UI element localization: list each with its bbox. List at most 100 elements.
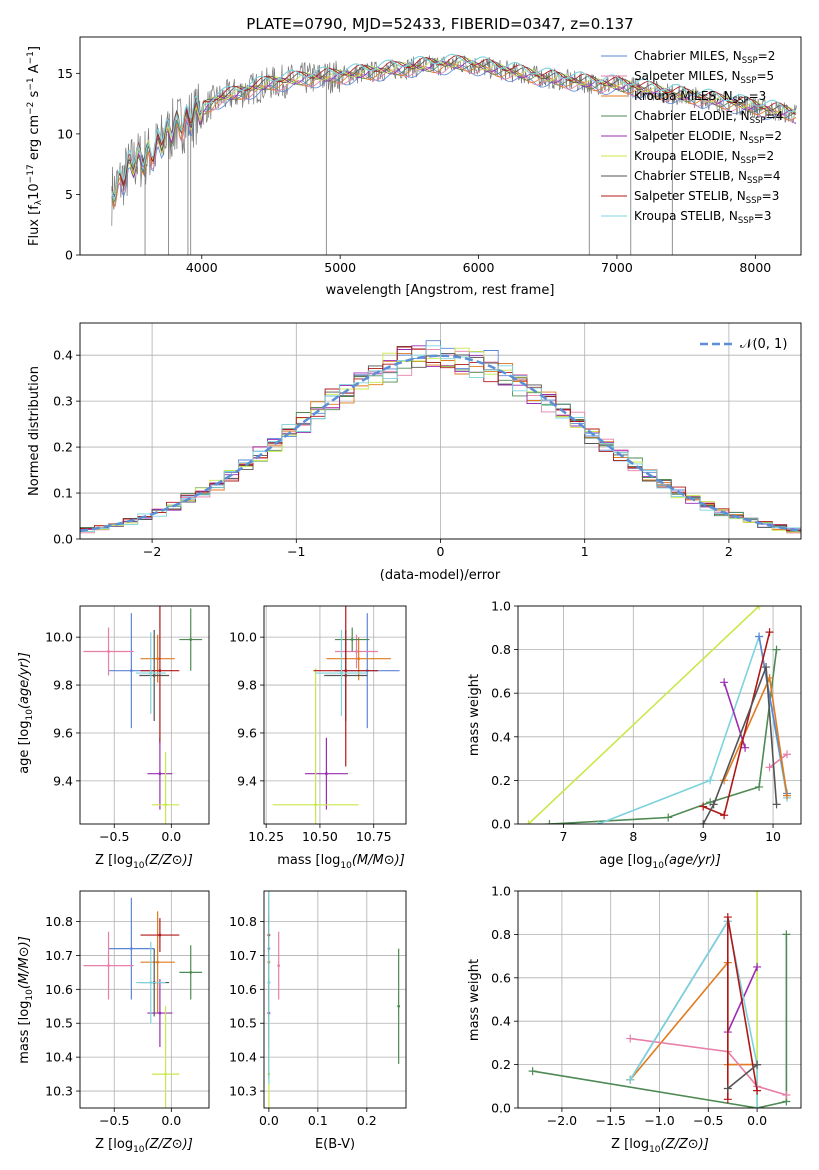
weight-marker bbox=[783, 750, 792, 759]
weight-marker bbox=[753, 1060, 762, 1069]
data-point bbox=[355, 650, 358, 653]
weight-marker bbox=[545, 820, 554, 824]
y-axis-label-part: Flux [f bbox=[27, 205, 42, 246]
legend-label-part: =4 bbox=[763, 169, 781, 183]
y-tick-label: 9.4 bbox=[237, 773, 257, 788]
axis-label-part: (Z/Z⊙)] bbox=[145, 853, 193, 868]
errorbar-kroupa-elodie bbox=[272, 668, 359, 824]
x-tick-label: 7 bbox=[559, 829, 567, 844]
legend-label-part: =5 bbox=[756, 69, 774, 83]
data-point bbox=[156, 960, 160, 964]
y-tick-label: 10 bbox=[57, 126, 73, 141]
data-point bbox=[189, 638, 193, 641]
x-tick-label: −0.5 bbox=[693, 1113, 723, 1128]
weight-marker bbox=[762, 663, 771, 672]
weight-marker bbox=[755, 782, 764, 791]
weight-marker bbox=[699, 802, 708, 811]
legend-label-part: Kroupa MILES, N bbox=[634, 89, 733, 103]
spectrum-model-kroupa-miles bbox=[111, 62, 797, 208]
y-tick-label: 0.8 bbox=[491, 927, 511, 942]
errorbar-kroupa-stelib bbox=[135, 941, 166, 1024]
y-axis-label: mass weight bbox=[467, 959, 482, 1041]
plot-area-mass-vs-Z bbox=[83, 897, 203, 1108]
axis-label-part: mass [log bbox=[17, 1001, 32, 1064]
data-point bbox=[164, 803, 168, 807]
y-tick-label: 10.0 bbox=[229, 630, 257, 645]
data-point bbox=[350, 638, 354, 641]
plot-area-weight-vs-Z bbox=[528, 891, 791, 1108]
axes-frame bbox=[79, 36, 802, 256]
weight-marker bbox=[594, 820, 603, 824]
weight-line-chabrier-stelib bbox=[702, 666, 778, 824]
x-tick-label: 10.75 bbox=[356, 829, 392, 844]
data-point bbox=[267, 981, 271, 984]
y-tick-label: 10.6 bbox=[229, 982, 257, 997]
axis-label-part: mass [log bbox=[277, 853, 340, 868]
x-tick-label: 0.0 bbox=[747, 1113, 767, 1128]
spectrum-model-salpeter-elodie bbox=[111, 60, 797, 199]
y-tick-label: 0.0 bbox=[491, 817, 511, 832]
axis-label-sub: 10 bbox=[133, 861, 145, 871]
axis-label: mass [log10(M/M⊙)] bbox=[17, 936, 35, 1064]
plot-area-spectrum bbox=[111, 53, 798, 255]
y-tick-label: 9.8 bbox=[53, 678, 73, 693]
legend-label-part: Salpeter MILES, N bbox=[634, 69, 741, 83]
errorbar-kroupa-elodie bbox=[151, 1006, 180, 1108]
x-tick-label: −1.5 bbox=[596, 1113, 626, 1128]
y-tick-label: 10.4 bbox=[45, 1050, 73, 1065]
x-tick-label: 6000 bbox=[463, 260, 495, 275]
legend-label-chabrier-miles: Chabrier MILES, NSSP=2 bbox=[634, 49, 775, 66]
legend-label-sub: SSP bbox=[742, 56, 758, 66]
axis-label-part: (M/M⊙)] bbox=[17, 936, 32, 989]
y-tick-label: 9.4 bbox=[53, 773, 73, 788]
weight-marker bbox=[772, 645, 781, 654]
legend-label-chabrier-stelib: Chabrier STELIB, NSSP=4 bbox=[634, 169, 781, 186]
legend-label-sub: SSP bbox=[750, 116, 766, 126]
errorbar-chabrier-miles bbox=[108, 897, 155, 1000]
weight-line-chabrier-stelib bbox=[727, 1063, 758, 1090]
legend-label-part: Chabrier STELIB, N bbox=[634, 169, 747, 183]
errorbar-chabrier-elodie bbox=[179, 608, 203, 671]
weight-marker bbox=[709, 800, 718, 809]
y-tick-label: 0.3 bbox=[53, 394, 73, 409]
axis-label: Z [log10(Z/Z⊙)] bbox=[95, 853, 193, 871]
errorbar-kroupa-stelib bbox=[315, 629, 368, 717]
y-tick-label: 10.6 bbox=[45, 982, 73, 997]
y-tick-label: 0.4 bbox=[491, 729, 511, 744]
axis-label: age [log10(age/yr)] bbox=[599, 853, 721, 871]
y-axis-label-part: −1 bbox=[26, 51, 36, 64]
errorbar-salpeter-miles bbox=[83, 627, 134, 676]
weight-marker bbox=[755, 632, 764, 641]
weight-marker bbox=[723, 913, 732, 922]
axes-frame bbox=[79, 605, 210, 825]
data-point bbox=[158, 933, 162, 937]
errorbar-salpeter-elodie bbox=[304, 737, 348, 810]
weight-marker bbox=[765, 763, 774, 772]
plot-area-residuals bbox=[80, 340, 801, 535]
axis-label-part: age [log bbox=[17, 721, 32, 774]
x-tick-label: 10 bbox=[765, 829, 781, 844]
errorbar-salpeter-stelib bbox=[140, 606, 180, 743]
legend-label-part: =2 bbox=[758, 49, 776, 63]
data-point bbox=[156, 657, 160, 661]
plot-area-age-vs-mass bbox=[272, 606, 400, 824]
x-tick-label: −1.0 bbox=[644, 1113, 674, 1128]
x-tick-label: 0.0 bbox=[161, 829, 181, 844]
y-tick-label: 9.6 bbox=[53, 725, 73, 740]
weight-line-kroupa-elodie bbox=[527, 606, 760, 824]
weight-marker bbox=[772, 800, 781, 809]
weight-marker bbox=[723, 1095, 732, 1104]
y-tick-label: 0.6 bbox=[491, 686, 511, 701]
data-point bbox=[107, 650, 110, 653]
weight-line-salpeter-miles bbox=[769, 753, 788, 768]
axis-label-part: (Z/Z⊙)] bbox=[145, 1137, 193, 1152]
axes-frame bbox=[263, 890, 407, 1109]
panel-age-vs-Z: −0.5 0.0 9.4 9.6 9.8 10.0 Z [log10(Z/Z⊙)] bbox=[45, 605, 210, 871]
axes-frame bbox=[79, 322, 802, 540]
spectrum-model-kroupa-elodie bbox=[111, 57, 797, 195]
errorbar-salpeter-miles bbox=[277, 931, 281, 1000]
weight-marker bbox=[755, 606, 764, 610]
